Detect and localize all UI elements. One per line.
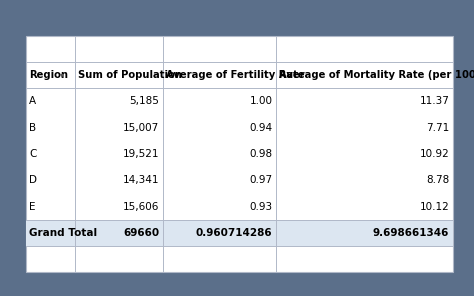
Text: 0.960714286: 0.960714286 — [196, 228, 272, 238]
FancyBboxPatch shape — [26, 36, 453, 272]
Text: 0.98: 0.98 — [249, 149, 272, 159]
Text: Sum of Population: Sum of Population — [78, 70, 182, 80]
Text: 11.37: 11.37 — [419, 96, 449, 106]
Text: Average of Fertility Rate: Average of Fertility Rate — [166, 70, 304, 80]
Text: A: A — [29, 96, 36, 106]
Text: D: D — [29, 175, 37, 185]
Text: 0.93: 0.93 — [249, 202, 272, 212]
Text: 0.97: 0.97 — [249, 175, 272, 185]
Text: 10.12: 10.12 — [419, 202, 449, 212]
Text: 10.92: 10.92 — [419, 149, 449, 159]
Text: 5,185: 5,185 — [129, 96, 159, 106]
Text: C: C — [29, 149, 37, 159]
Text: B: B — [29, 123, 36, 133]
Text: Grand Total: Grand Total — [29, 228, 98, 238]
Text: 0.94: 0.94 — [249, 123, 272, 133]
Text: 14,341: 14,341 — [123, 175, 159, 185]
Text: Region: Region — [29, 70, 68, 80]
Text: Average of Mortality Rate (per 1000): Average of Mortality Rate (per 1000) — [279, 70, 474, 80]
Text: 69660: 69660 — [123, 228, 159, 238]
Text: 9.698661346: 9.698661346 — [373, 228, 449, 238]
Text: 8.78: 8.78 — [426, 175, 449, 185]
FancyBboxPatch shape — [26, 220, 453, 246]
Text: 19,521: 19,521 — [123, 149, 159, 159]
Text: E: E — [29, 202, 36, 212]
Text: 15,606: 15,606 — [123, 202, 159, 212]
Text: 7.71: 7.71 — [426, 123, 449, 133]
Text: ▾: ▾ — [60, 70, 64, 80]
Text: 15,007: 15,007 — [123, 123, 159, 133]
Text: 1.00: 1.00 — [249, 96, 272, 106]
